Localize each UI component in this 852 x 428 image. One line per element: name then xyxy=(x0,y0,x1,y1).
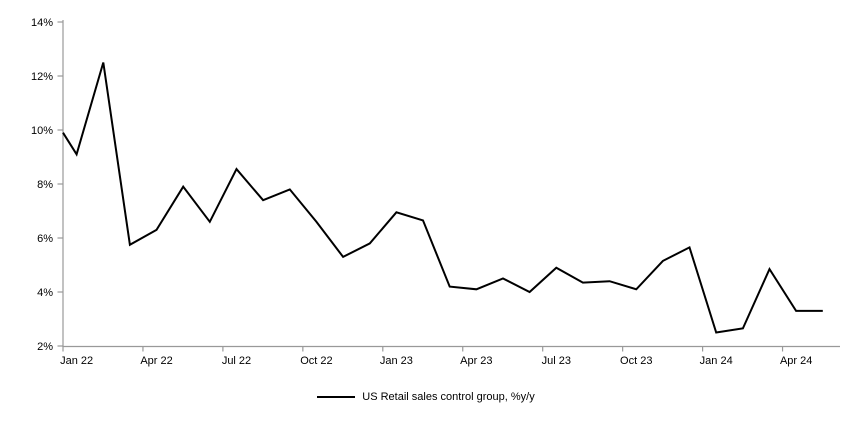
series-line xyxy=(62,62,823,334)
x-tick-label: Jan 22 xyxy=(60,355,93,367)
y-tick-label: 10% xyxy=(31,125,53,137)
y-tick-label: 8% xyxy=(37,179,53,191)
x-tick-label: Apr 23 xyxy=(460,355,492,367)
legend-label: US Retail sales control group, %y/y xyxy=(362,391,535,403)
x-tick-label: Jul 23 xyxy=(542,355,571,367)
y-tick-label: 4% xyxy=(37,287,53,299)
y-tick-label: 6% xyxy=(37,233,53,245)
y-tick-label: 14% xyxy=(31,17,53,29)
x-tick-label: Jul 22 xyxy=(222,355,251,367)
legend: US Retail sales control group, %y/y xyxy=(0,390,852,404)
x-tick-label: Apr 24 xyxy=(780,355,812,367)
x-tick-label: Oct 23 xyxy=(620,355,652,367)
y-tick-label: 12% xyxy=(31,71,53,83)
legend-line-swatch xyxy=(317,396,356,398)
x-tick-label: Jan 24 xyxy=(700,355,733,367)
x-tick-label: Jan 23 xyxy=(380,355,413,367)
x-tick-label: Oct 22 xyxy=(300,355,332,367)
x-tick-label: Apr 22 xyxy=(140,355,172,367)
y-tick-label: 2% xyxy=(37,341,53,353)
